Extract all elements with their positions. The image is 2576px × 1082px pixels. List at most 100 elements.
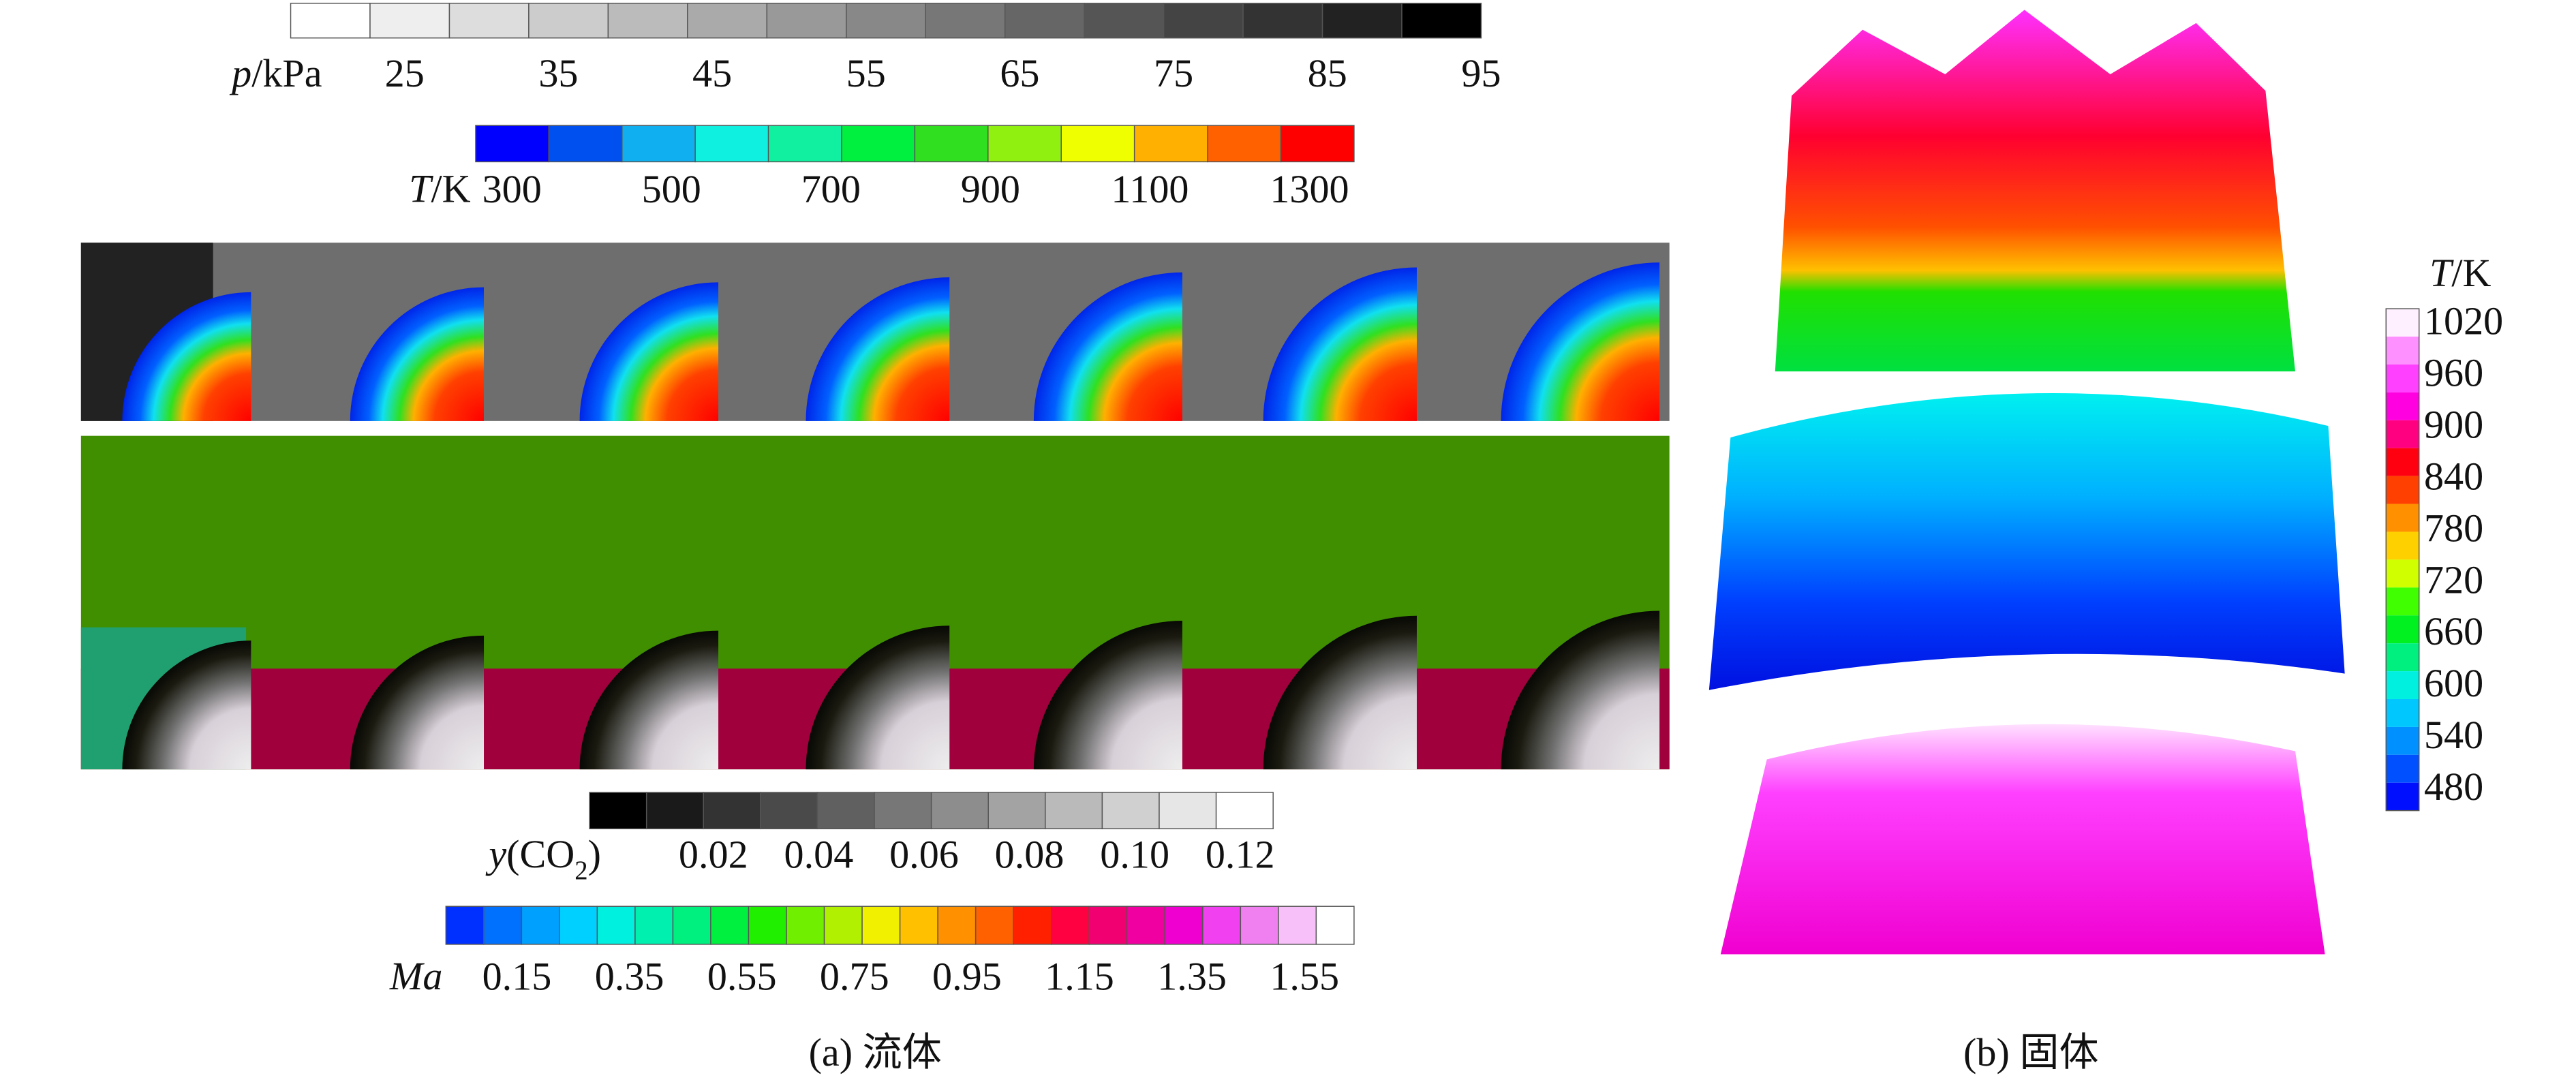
colorbar-cell xyxy=(1084,3,1165,39)
colorbar-cell xyxy=(975,906,1014,945)
colorbar-cell xyxy=(2386,531,2419,560)
colorbar-cell xyxy=(483,906,523,945)
colorbar-cell xyxy=(841,125,916,163)
colorbar-cell xyxy=(2386,698,2419,727)
colorbar-cell xyxy=(1215,792,1274,830)
temperature-sector xyxy=(350,287,485,421)
colorbar-tick-label: 75 xyxy=(1154,51,1193,95)
colorbar-tick-label: 600 xyxy=(2424,661,2483,705)
cylinder-liner xyxy=(1708,392,2345,690)
colorbar-cell xyxy=(290,3,371,39)
colorbar-cell xyxy=(1101,792,1160,830)
colorbar-tick-label: 1300 xyxy=(1270,167,1349,211)
colorbar-tick-label: 1020 xyxy=(2424,299,2503,343)
colorbar-cell xyxy=(2386,726,2419,755)
colorbar-cell xyxy=(2386,337,2419,365)
co2-sector xyxy=(806,625,950,770)
colorbar-tick-label: 0.12 xyxy=(1206,832,1275,876)
colorbar-cell xyxy=(2386,504,2419,532)
temperature-sector xyxy=(1501,262,1660,421)
colorbar-cell xyxy=(1401,3,1482,39)
colorbar-cell xyxy=(2386,420,2419,448)
colorbar-tick-label: 500 xyxy=(642,167,701,211)
colorbar-cell xyxy=(2386,476,2419,504)
colorbar-cell xyxy=(874,792,932,830)
colorbar-cell xyxy=(445,906,485,945)
colorbar-cell xyxy=(2386,559,2419,588)
piston-skirt xyxy=(1720,724,2325,955)
colorbar-tick-label: 95 xyxy=(1461,51,1501,95)
colorbar-tick-label: 900 xyxy=(961,167,1020,211)
colorbar-tick-label: 0.35 xyxy=(595,955,664,999)
colorbar-cell xyxy=(1240,906,1279,945)
colorbar-cell xyxy=(2386,587,2419,616)
colorbar-cell xyxy=(1126,906,1166,945)
colorbar-tick-label: 0.08 xyxy=(995,832,1064,876)
colorbar-tick-label: 1100 xyxy=(1111,167,1189,211)
caption: (a) 流体 xyxy=(809,1030,942,1075)
colorbar-cell xyxy=(2386,782,2419,811)
colorbar-cell xyxy=(2386,392,2419,420)
colorbar-cell xyxy=(930,792,989,830)
colorbar-cell xyxy=(1242,3,1323,39)
colorbar-cell xyxy=(937,906,977,945)
colorbar-tick-label: 0.55 xyxy=(707,955,777,999)
temperature-sector xyxy=(579,282,719,421)
label-part: 2 xyxy=(574,856,587,885)
colorbar-cell xyxy=(548,125,623,163)
colorbar-cell xyxy=(767,125,842,163)
label-part: T xyxy=(409,167,433,211)
colorbar-cell xyxy=(1013,906,1052,945)
colorbar-tick-label: 720 xyxy=(2424,557,2483,602)
colorbar-tick-label: 0.75 xyxy=(820,955,889,999)
colorbar-label: y(CO2) xyxy=(485,832,601,885)
colorbar-cell xyxy=(634,906,674,945)
colorbar-cell xyxy=(899,906,938,945)
colorbar-cell xyxy=(448,3,530,39)
label-part: p xyxy=(229,51,251,95)
colorbar-cell xyxy=(1207,125,1282,163)
co2-sector xyxy=(350,635,485,770)
colorbar-cell xyxy=(1060,125,1135,163)
colorbar-tick-label: 540 xyxy=(2424,713,2483,757)
colorbar-tick-label: 0.10 xyxy=(1100,832,1169,876)
temperature-sector xyxy=(122,292,251,421)
colorbar-cell xyxy=(2386,448,2419,476)
colorbar-cell xyxy=(2386,309,2419,337)
colorbar-cell xyxy=(1004,3,1085,39)
colorbar-tick-label: 35 xyxy=(538,51,578,95)
colorbar-tick-label: 85 xyxy=(1308,51,1347,95)
colorbar-tick-label: 960 xyxy=(2424,351,2483,395)
colorbar-tick-label: 0.02 xyxy=(679,832,748,876)
colorbar-cell xyxy=(475,125,550,163)
colorbar-cell xyxy=(2386,643,2419,672)
label-part: /kPa xyxy=(251,51,322,95)
colorbar-tick-label: 0.04 xyxy=(784,832,854,876)
colorbar-tick-label: 480 xyxy=(2424,764,2483,809)
colorbar-tick-label: 300 xyxy=(482,167,542,211)
colorbar-cell xyxy=(521,906,560,945)
colorbar-cell xyxy=(1164,906,1203,945)
colorbar-cell xyxy=(694,125,769,163)
label-part: y xyxy=(485,832,506,876)
colorbar-tick-label: 840 xyxy=(2424,454,2483,498)
colorbar-cell xyxy=(2386,671,2419,699)
colorbar-cell xyxy=(1159,792,1217,830)
co2-sector xyxy=(1501,610,1660,770)
colorbar-cell xyxy=(703,792,761,830)
colorbar-tick-label: 660 xyxy=(2424,609,2483,653)
colorbar-tick-label: 1.35 xyxy=(1157,955,1227,999)
colorbar-tick-label: 1.15 xyxy=(1045,955,1114,999)
colorbar-cell xyxy=(710,906,750,945)
colorbar-cell xyxy=(786,906,825,945)
temperature-sector xyxy=(1033,272,1182,421)
colorbar-cell xyxy=(748,906,787,945)
colorbar-tick-label: 25 xyxy=(385,51,425,95)
colorbar-tick-label: 45 xyxy=(692,51,732,95)
colorbar-cell xyxy=(1088,906,1128,945)
colorbar-tick-label: 65 xyxy=(1000,51,1039,95)
colorbar-cell xyxy=(596,906,636,945)
colorbar-cell xyxy=(687,3,768,39)
